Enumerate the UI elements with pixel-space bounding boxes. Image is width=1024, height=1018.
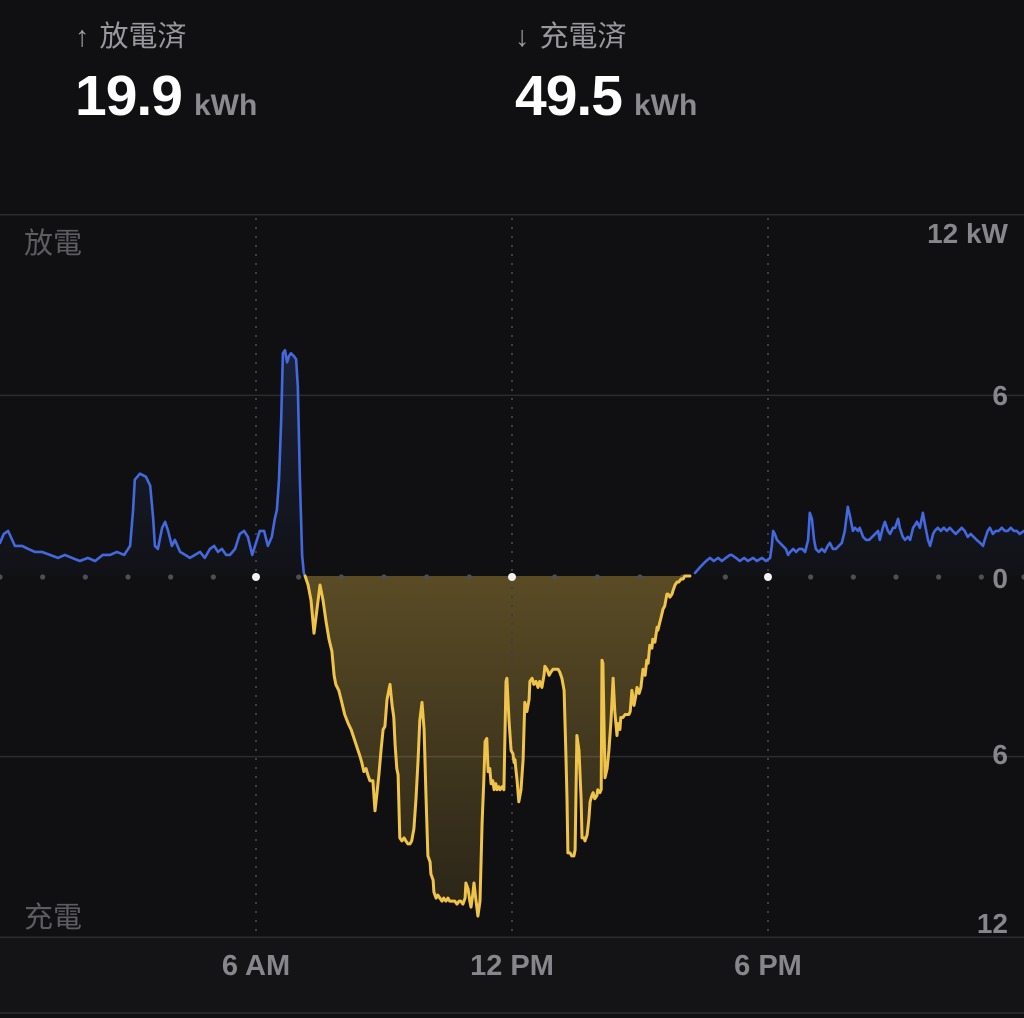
zero-marker-hour <box>1021 574 1024 580</box>
zero-marker-hour <box>210 574 216 580</box>
zero-marker-major <box>508 573 516 581</box>
x-axis-strip <box>0 938 1024 1014</box>
charged-value: 49.5 <box>515 63 623 128</box>
zero-marker-hour <box>552 574 558 580</box>
zero-marker-hour <box>381 574 387 580</box>
arrow-up-icon: ↑ <box>75 21 90 53</box>
zero-marker-major <box>764 573 772 581</box>
zero-marker-hour <box>936 574 942 580</box>
zero-marker-hour <box>424 574 430 580</box>
zero-marker-hour <box>40 574 46 580</box>
charged-stat: ↓ 充電済 49.5 kWh <box>515 21 698 128</box>
zero-marker-hour <box>296 574 302 580</box>
charge-region-label: 充電 <box>24 902 83 934</box>
zero-marker-hour <box>850 574 856 580</box>
zero-marker-hour <box>978 574 984 580</box>
y-tick-label: 6 <box>992 380 1008 412</box>
discharge-line <box>693 505 1024 575</box>
zero-marker-hour <box>637 574 643 580</box>
discharged-stat: ↑ 放電済 19.9 kWh <box>75 21 258 128</box>
zero-marker-hour <box>125 574 131 580</box>
y-tick-label: 12 kW <box>927 217 1008 249</box>
zero-marker-hour <box>893 574 899 580</box>
discharge-area <box>695 506 1024 576</box>
charge-line <box>303 574 692 918</box>
zero-marker-hour <box>82 574 88 580</box>
y-tick-label: 12 <box>976 908 1008 940</box>
x-tick-label: 6 AM <box>221 950 291 982</box>
zero-marker-hour <box>0 574 3 580</box>
charged-unit: kWh <box>633 88 698 122</box>
zero-marker-hour <box>168 574 174 580</box>
discharge-region-label: 放電 <box>24 228 83 260</box>
discharge-line <box>0 348 307 578</box>
y-tick-label: 0 <box>992 563 1008 594</box>
discharged-stat-label-row: ↑ 放電済 <box>75 21 257 54</box>
charged-stat-label-row: ↓ 充電済 <box>515 21 697 54</box>
charge-area <box>305 576 690 917</box>
y-tick-label: 6 <box>992 738 1008 770</box>
discharged-value: 19.9 <box>75 63 183 128</box>
discharged-unit: kWh <box>193 88 258 122</box>
arrow-down-icon: ↓ <box>515 21 530 53</box>
x-tick-label: 12 PM <box>470 950 554 982</box>
x-tick-label: 6 PM <box>734 950 802 982</box>
zero-marker-hour <box>466 574 472 580</box>
discharged-label: 放電済 <box>99 21 187 53</box>
zero-marker-hour <box>594 574 600 580</box>
zero-marker-hour <box>722 574 728 580</box>
charged-label: 充電済 <box>539 21 627 53</box>
zero-marker-hour <box>338 574 344 580</box>
zero-marker-hour <box>808 574 814 580</box>
discharge-area <box>0 350 306 576</box>
zero-marker-major <box>252 573 260 581</box>
